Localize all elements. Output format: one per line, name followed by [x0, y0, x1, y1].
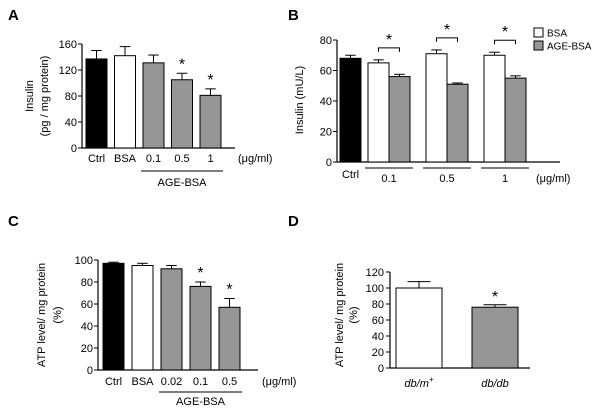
bar — [446, 83, 469, 163]
significance-star: * — [179, 56, 185, 73]
significance-star: * — [492, 289, 498, 306]
x-tick-label: Ctrl — [88, 153, 105, 165]
y-tick-label: 0 — [378, 363, 384, 375]
legend-swatch — [533, 27, 544, 38]
bar — [339, 57, 362, 163]
y-tick-label: 40 — [81, 321, 93, 333]
bar — [388, 76, 411, 163]
x-tick-label: BSA — [114, 153, 137, 165]
y-axis-title: ATP level/ mg protein — [36, 263, 48, 367]
x-tick-label: 0.1 — [381, 173, 396, 185]
y-tick-label: 120 — [59, 65, 77, 77]
group-label: AGE-BSA — [158, 177, 208, 189]
x-tick-label: 0.5 — [439, 173, 454, 185]
panel-letter: D — [288, 213, 299, 230]
bar — [218, 306, 241, 371]
y-tick-label: 0 — [326, 157, 332, 169]
y-tick-label: 100 — [366, 283, 384, 295]
y-tick-label: 20 — [320, 127, 332, 139]
y-tick-label: 80 — [372, 299, 384, 311]
y-tick-label: 40 — [320, 96, 332, 108]
bar — [160, 268, 183, 371]
significance-star: * — [197, 265, 203, 282]
bar — [199, 94, 222, 149]
x-tick-label: 1 — [207, 153, 213, 165]
x-tick-label: BSA — [131, 376, 154, 388]
panel-letter: A — [8, 7, 19, 24]
significance-bracket — [494, 39, 516, 45]
legend-label: AGE-BSA — [547, 42, 592, 53]
bar — [483, 54, 506, 163]
significance-star: * — [207, 72, 213, 89]
y-tick-label: 160 — [59, 39, 77, 51]
bar — [131, 265, 154, 371]
bar — [114, 55, 136, 149]
group-label: AGE-BSA — [176, 396, 226, 408]
y-tick-label: 20 — [81, 343, 93, 355]
x-tick-label: db/db — [481, 378, 509, 390]
panel-a: A 0 40 80 120 160 Insulin (pg / mg protein) Ctrl… — [8, 7, 272, 189]
y-tick-label: 120 — [366, 267, 384, 279]
y-tick-label: 80 — [81, 277, 93, 289]
y-axis-title: ATP level/ mg protein — [334, 263, 346, 367]
panel-letter: B — [288, 7, 299, 24]
significance-star: * — [502, 24, 508, 41]
panel-c: C 0 20 40 60 80 100 ATP level/ mg protein (%) Ctr… — [8, 213, 296, 408]
y-tick-label: 60 — [372, 315, 384, 327]
x-tick-label: 0.1 — [193, 376, 208, 388]
y-tick-label: 40 — [65, 117, 77, 129]
y-tick-label: 100 — [75, 255, 93, 267]
y-tick-label: 80 — [320, 35, 332, 47]
y-tick-label: 20 — [372, 347, 384, 359]
unit-label: (μg/ml) — [262, 376, 296, 388]
legend-label: BSA — [547, 29, 567, 40]
x-tick-label: 0.1 — [146, 153, 161, 165]
unit-label: (μg/ml) — [238, 153, 272, 165]
x-tick-label: 0.5 — [174, 153, 189, 165]
y-axis-title: Insulin (mU/L) — [294, 66, 306, 134]
y-tick-label: 0 — [87, 365, 93, 377]
bar — [471, 306, 519, 369]
y-tick-label: 80 — [65, 91, 77, 103]
bar — [85, 58, 108, 149]
significance-star: * — [444, 22, 450, 39]
y-axis-title: (%) — [348, 306, 360, 323]
y-axis-title: Insulin — [24, 80, 36, 112]
bar — [102, 262, 125, 371]
significance-bracket — [436, 37, 458, 42]
y-tick-label: 60 — [81, 299, 93, 311]
panel-letter: C — [8, 213, 19, 230]
panel-b: B 0 20 40 60 80 Insulin (mU/L) Ctrl 0.1 0.5 1 (μg/m… — [288, 7, 592, 185]
bar — [189, 285, 212, 371]
legend-swatch — [533, 40, 544, 51]
bar — [425, 53, 448, 163]
y-axis-title: (%) — [52, 306, 64, 323]
bar — [142, 62, 165, 149]
y-tick-label: 60 — [320, 66, 332, 78]
y-tick-label: 0 — [71, 143, 77, 155]
y-axis-title: (pg / mg protein) — [39, 56, 51, 137]
unit-label: (μg/ml) — [536, 173, 570, 185]
y-tick-label: 40 — [372, 331, 384, 343]
x-tick-label: 1 — [502, 173, 508, 185]
bar — [504, 77, 527, 163]
significance-bracket — [378, 47, 400, 52]
x-tick-label: 0.02 — [161, 376, 182, 388]
x-tick-label: Ctrl — [342, 169, 359, 181]
bar — [367, 62, 390, 163]
panel-d: D 0 20 40 60 80 100 120 ATP level/ mg protein (%)… — [288, 213, 530, 390]
x-tick-label: Ctrl — [105, 376, 122, 388]
significance-star: * — [386, 32, 392, 49]
x-tick-label: db/m+ — [404, 375, 433, 390]
x-tick-label: 0.5 — [222, 376, 237, 388]
significance-star: * — [226, 282, 232, 299]
bar — [395, 287, 443, 369]
bar — [171, 79, 193, 149]
